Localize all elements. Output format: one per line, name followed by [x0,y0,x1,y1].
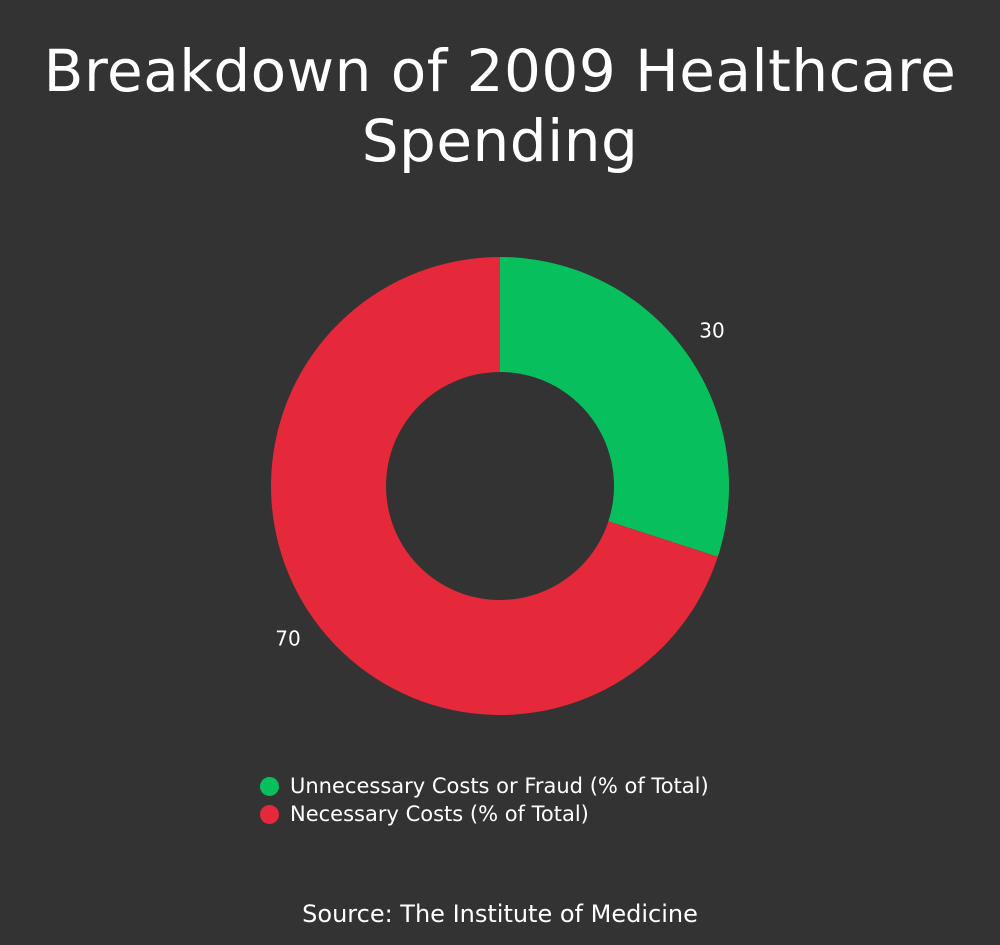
legend-swatch-necessary [260,804,279,824]
source-note: Source: The Institute of Medicine [302,900,698,928]
data-label-unnecessary: 30 [699,319,724,343]
data-label-necessary: 70 [275,626,300,650]
legend: Unnecessary Costs or Fraud (% of Total) … [260,772,709,828]
legend-swatch-unnecessary [260,776,279,796]
legend-label-unnecessary: Unnecessary Costs or Fraud (% of Total) [290,774,709,798]
slice-unnecessary[interactable] [500,257,729,557]
slice-necessary[interactable] [270,257,718,715]
legend-label-necessary: Necessary Costs (% of Total) [290,802,589,826]
legend-item-unnecessary[interactable]: Unnecessary Costs or Fraud (% of Total) [260,772,709,800]
chart-title: Breakdown of 2009 Healthcare Spending [43,37,957,175]
legend-item-necessary[interactable]: Necessary Costs (% of Total) [260,800,709,828]
